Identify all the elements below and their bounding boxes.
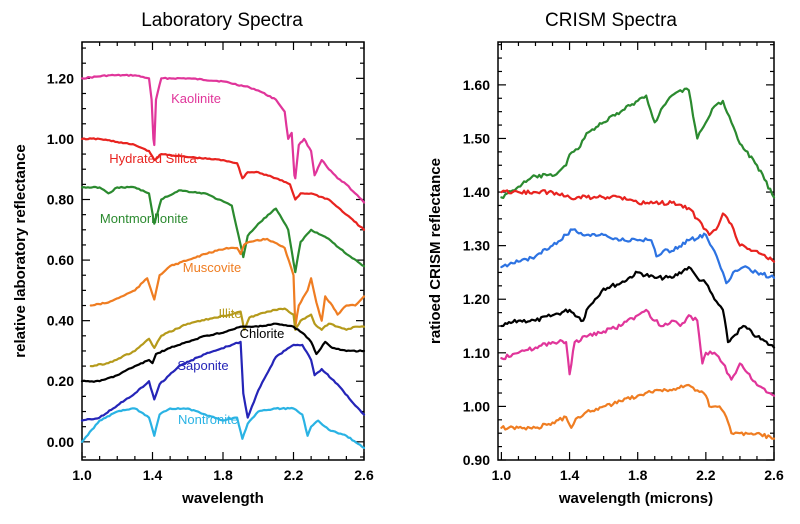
y-tick-label: 1.40 <box>463 184 490 200</box>
y-tick-label: 0.60 <box>47 252 74 268</box>
y-tick-label: 0.00 <box>47 434 74 450</box>
y-axis-label: ratioed CRISM reflectance <box>427 158 444 344</box>
series-line-montmorillonite <box>80 185 366 274</box>
y-axis-label: relative laboratory reflectance <box>12 144 29 357</box>
series-line-crism-3 <box>500 228 776 285</box>
series-label-nontronite: Nontronite <box>178 412 238 427</box>
y-tick-label: 1.20 <box>47 70 74 86</box>
y-tick-label: 1.00 <box>47 131 74 147</box>
plot-frame <box>497 41 775 461</box>
x-axis-label: wavelength (microns) <box>558 490 713 507</box>
series-line-crism-4 <box>500 266 776 349</box>
series-line-muscovite <box>89 237 366 328</box>
chart-title: Laboratory Spectra <box>141 10 303 31</box>
y-tick-label: 0.80 <box>47 192 74 208</box>
series-label-saponite: Saponite <box>177 358 228 373</box>
x-tick-label: 1.8 <box>213 467 233 483</box>
series-label-chlorite: Chlorite <box>240 326 285 341</box>
x-tick-label: 1.4 <box>143 467 163 483</box>
series-label-kaolinite: Kaolinite <box>171 91 221 106</box>
chart-panel-1: Laboratory Spectra 1.0 1.4 1.8 2.2 2.6 0.00 0.2… <box>12 10 374 507</box>
series-label-hydrated-silica: Hydrated Silica <box>109 151 197 166</box>
series-line-chlorite <box>80 322 366 383</box>
plot-frame <box>81 41 365 461</box>
y-tick-label: 0.40 <box>47 313 74 329</box>
x-tick-label: 2.6 <box>354 467 374 483</box>
x-tick-label: 1.0 <box>492 467 512 483</box>
x-tick-label: 2.2 <box>284 467 304 483</box>
x-tick-label: 1.8 <box>628 467 648 483</box>
y-tick-label: 0.90 <box>463 452 490 468</box>
series-line-crism-5 <box>500 308 776 397</box>
y-tick-label: 0.20 <box>47 373 74 389</box>
chart-title: CRISM Spectra <box>545 10 677 31</box>
x-tick-label: 2.6 <box>764 467 784 483</box>
x-tick-label: 1.4 <box>560 467 580 483</box>
chart-panel-2: CRISM Spectra 1.0 1.4 1.8 2.2 2.6 0.90 1.00 1.10… <box>427 10 784 507</box>
x-axis-label: wavelength <box>181 490 264 507</box>
series-line-crism-6 <box>500 383 776 440</box>
series-line-hydrated-silica <box>80 137 366 231</box>
series-label-montmorillonite: Montmorillonite <box>100 211 188 226</box>
y-tick-label: 1.30 <box>463 238 490 254</box>
y-tick-label: 1.20 <box>463 291 490 307</box>
series-line-crism-1 <box>500 87 776 199</box>
y-tick-label: 1.50 <box>463 130 490 146</box>
series-line-nontronite <box>80 406 366 449</box>
y-tick-label: 1.00 <box>463 398 490 414</box>
y-tick-label: 1.60 <box>463 77 490 93</box>
x-tick-label: 2.2 <box>696 467 716 483</box>
x-tick-label: 1.0 <box>72 467 92 483</box>
series-line-illite <box>89 307 366 368</box>
series-label-muscovite: Muscovite <box>183 260 242 275</box>
series-label-illite: Illite <box>218 306 241 321</box>
series-line-kaolinite <box>80 73 366 204</box>
series-line-saponite <box>80 340 366 422</box>
series-line-crism-2 <box>500 189 776 263</box>
y-tick-label: 1.10 <box>463 345 490 361</box>
